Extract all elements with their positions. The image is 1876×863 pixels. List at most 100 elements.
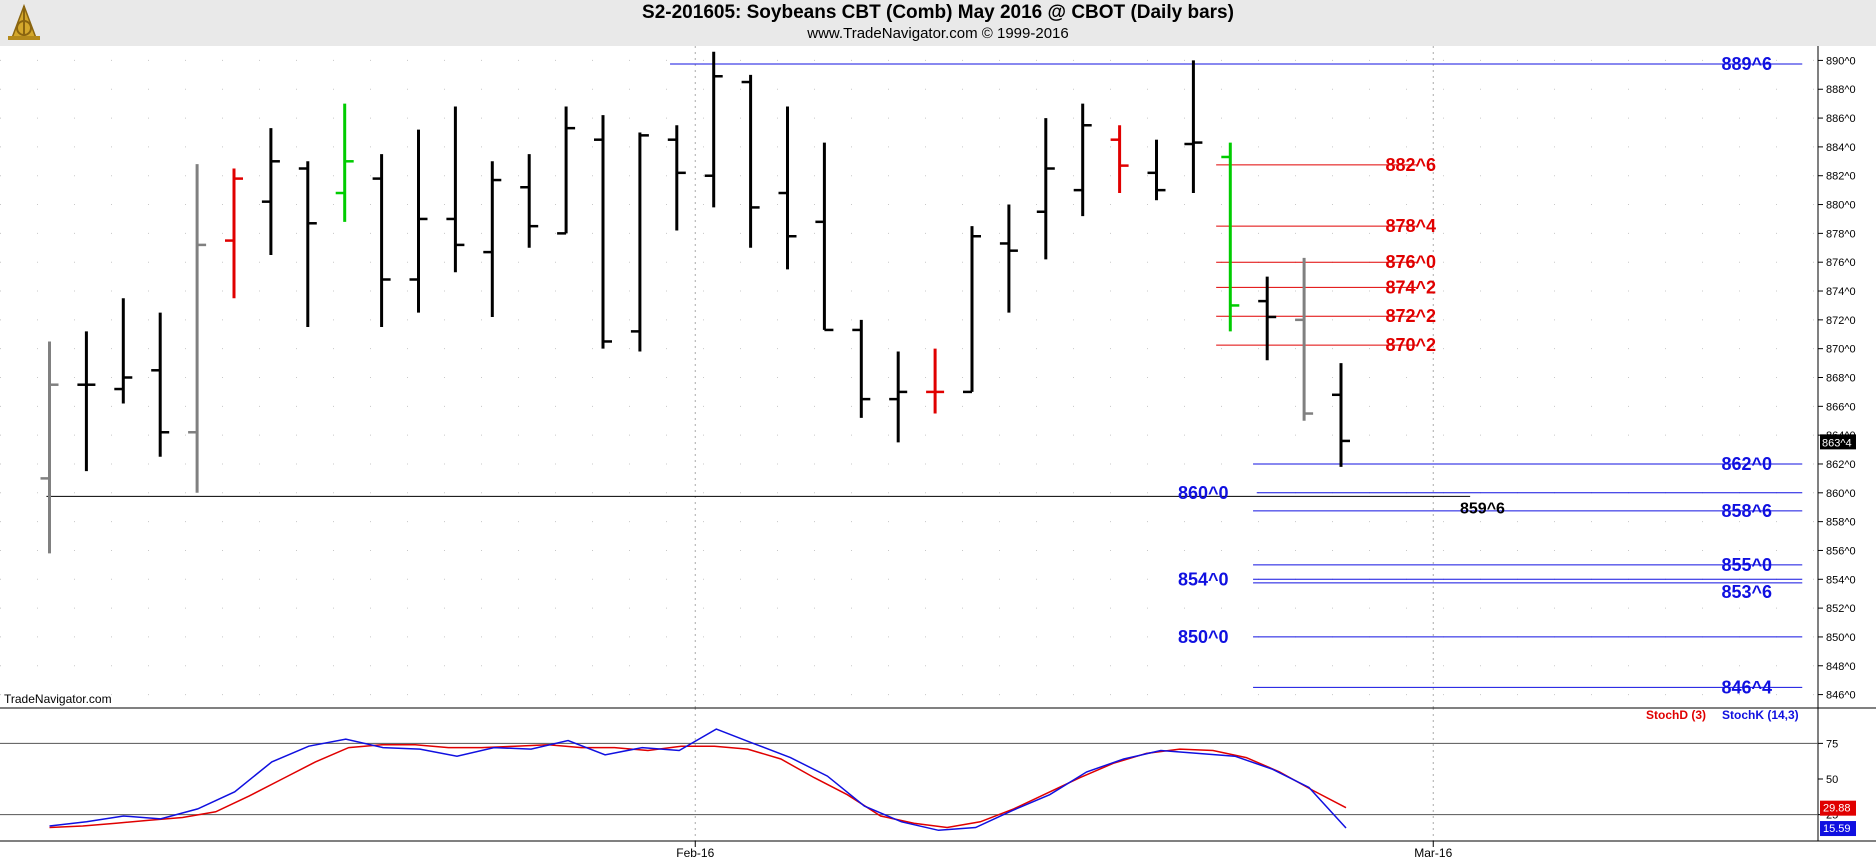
ohlc-bar — [667, 125, 686, 231]
legend-stochd: StochD (3) — [1646, 708, 1706, 722]
ohlc-bar — [594, 115, 612, 349]
stochd-line — [49, 744, 1347, 829]
price-tick-label: 872^0 — [1826, 315, 1856, 327]
stoch-tick-label: 50 — [1826, 774, 1838, 786]
chart-header — [0, 0, 1876, 46]
stoch-tick-label: 75 — [1826, 738, 1838, 750]
ohlc-bar — [298, 161, 317, 328]
date-axis: Feb-16 Mar-16 — [676, 841, 1453, 860]
price-tick-label: 866^0 — [1826, 401, 1856, 413]
price-tick-label: 850^0 — [1826, 632, 1856, 644]
stochk-line — [49, 728, 1347, 832]
ohlc-bar — [999, 204, 1018, 313]
level-label: 882^6 — [1385, 155, 1436, 175]
price-tick-label: 876^0 — [1826, 257, 1856, 269]
level-label: 872^2 — [1385, 306, 1436, 326]
stoch-value-text: 15.59 — [1823, 823, 1851, 835]
ohlc-bar — [261, 128, 280, 255]
ohlc-bar — [1147, 139, 1166, 201]
pane-dividers — [0, 46, 1876, 842]
level-label: 858^6 — [1721, 501, 1772, 521]
price-tick-label: 854^0 — [1826, 574, 1856, 586]
level-label: 860^0 — [1178, 483, 1229, 503]
price-tick-label: 888^0 — [1826, 84, 1856, 96]
level-label: 859^6 — [1460, 500, 1505, 517]
price-axis: 846^0 848^0 850^0 852^0 854^0 856^0 858^0 860^0… — [1818, 55, 1856, 702]
current-price-text: 863^4 — [1822, 437, 1852, 449]
ohlc-bar — [520, 154, 539, 248]
ohlc-bar — [1258, 276, 1277, 361]
date-label: Feb-16 — [676, 846, 714, 860]
ohlc-bar — [963, 226, 981, 394]
ohlc-bar — [1295, 257, 1314, 421]
ohlc-bar — [1221, 142, 1240, 332]
ohlc-bar — [409, 129, 428, 313]
level-label: 853^6 — [1721, 582, 1772, 602]
price-tick-label: 878^0 — [1826, 228, 1856, 240]
ohlc-bar — [1073, 103, 1092, 217]
stoch-value-tag — [1820, 800, 1856, 816]
price-tick-label: 880^0 — [1826, 200, 1856, 212]
level-label: 846^4 — [1721, 677, 1772, 697]
ohlc-bar — [1332, 363, 1350, 467]
ohlc-bar — [77, 331, 96, 472]
ohlc-bar — [778, 106, 797, 270]
price-tick-label: 890^0 — [1826, 55, 1856, 67]
ohlc-bars — [40, 51, 1350, 554]
stoch-value-tag — [1820, 821, 1856, 837]
ohlc-bar — [40, 341, 59, 554]
price-tick-label: 858^0 — [1826, 517, 1856, 529]
ohlc-bar — [926, 348, 945, 414]
price-tick-label: 870^0 — [1826, 344, 1856, 356]
ohlc-bar — [225, 168, 243, 299]
level-label: 874^2 — [1385, 277, 1436, 297]
ohlc-bar — [815, 142, 834, 332]
level-label: 878^4 — [1385, 216, 1436, 236]
price-levels: 889^6 882^6 878^4 876^0 874^2 872^2 870^2 862^0… — [46, 54, 1803, 697]
price-tick-label: 848^0 — [1826, 661, 1856, 673]
ohlc-bar — [335, 103, 354, 222]
current-price-tag — [1820, 434, 1856, 450]
level-label: 855^0 — [1721, 555, 1772, 575]
ohlc-bar — [188, 164, 207, 493]
ohlc-bar — [151, 312, 170, 457]
price-tick-label: 882^0 — [1826, 171, 1856, 183]
price-tick-label: 874^0 — [1826, 286, 1856, 298]
price-tick-label: 856^0 — [1826, 545, 1856, 557]
price-tick-label: 846^0 — [1826, 690, 1856, 702]
price-tick-label: 884^0 — [1826, 142, 1856, 154]
legend-stochk: StochK (14,3) — [1722, 708, 1799, 722]
price-tick-label: 852^0 — [1826, 603, 1856, 615]
level-label: 862^0 — [1721, 454, 1772, 474]
sextant-logo-icon — [8, 3, 40, 40]
chart-title: S2-201605: Soybeans CBT (Comb) May 2016 … — [642, 2, 1234, 23]
ohlc-bar — [1184, 60, 1203, 194]
level-label: 876^0 — [1385, 252, 1436, 272]
level-label: 889^6 — [1721, 54, 1772, 74]
price-tick-label: 862^0 — [1826, 459, 1856, 471]
watermark: TradeNavigator.com — [4, 692, 112, 706]
date-label: Mar-16 — [1414, 846, 1452, 860]
ohlc-bar — [446, 106, 465, 273]
ohlc-bar — [852, 319, 871, 418]
price-tick-label: 886^0 — [1826, 113, 1856, 125]
price-tick-label: 868^0 — [1826, 373, 1856, 385]
ohlc-bar — [630, 132, 649, 352]
level-label: 854^0 — [1178, 569, 1229, 589]
ohlc-bar — [1036, 118, 1055, 260]
grid — [0, 46, 1818, 841]
ohlc-bar — [483, 161, 502, 317]
ohlc-bar — [741, 74, 760, 248]
level-label: 850^0 — [1178, 627, 1229, 647]
ohlc-bar — [557, 106, 576, 235]
level-label: 870^2 — [1385, 335, 1436, 355]
ohlc-bar — [704, 51, 723, 208]
stoch-value-text: 29.88 — [1823, 803, 1851, 815]
price-tick-label: 860^0 — [1826, 488, 1856, 500]
ohlc-bar — [114, 298, 133, 404]
chart-subtitle: www.TradeNavigator.com © 1999-2016 — [807, 25, 1069, 42]
ohlc-bar — [889, 351, 908, 443]
ohlc-bar — [1110, 125, 1129, 194]
